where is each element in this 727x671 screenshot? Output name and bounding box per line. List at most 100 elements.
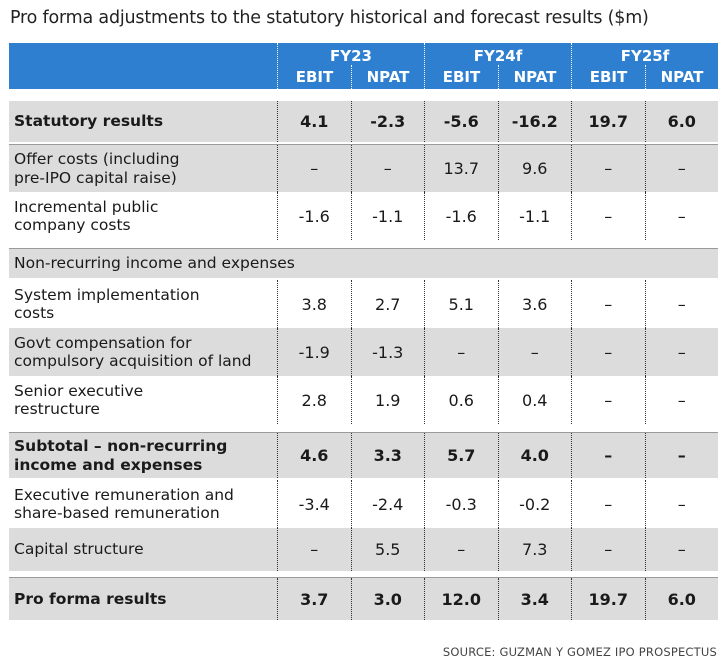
col-header: EBIT [295,68,334,86]
value-cell: -5.6 [424,101,498,142]
section-head-nonrecurring: Non-recurring income and expenses [9,248,718,280]
value-cell: 19.7 [571,101,645,142]
row-label: Statutory results [14,112,164,131]
row-label: Incremental public company costs [9,192,277,240]
row-label: Pro forma results [14,589,167,608]
value-cell: – [644,433,719,478]
source-note: SOURCE: GUZMAN Y GOMEZ IPO PROSPECTUS [442,645,717,659]
value-cell: – [571,145,645,192]
value-cell: 3.0 [350,578,425,620]
row-label-line: Senior executive [14,381,144,400]
value-cell: -1.3 [350,328,425,376]
value-cell: -1.1 [350,192,425,240]
row-label-line: Executive remuneration and [14,485,234,504]
row-label-line: Offer costs (including [14,150,180,168]
value-cell: – [644,145,719,192]
value-cell: -2.4 [350,480,425,528]
table-row-offer-costs: Offer costs (including pre-IPO capital ra… [9,144,718,192]
table-header: FY23 EBIT NPAT FY24f EBIT NPAT FY25f EBI… [9,43,718,89]
row-label: Capital structure [14,540,144,559]
row-label-line: Govt compensation for [14,333,192,352]
table-row-statutory: Statutory results 4.1 -2.3 -5.6 -16.2 19… [9,101,718,144]
value-cell: – [644,376,719,424]
header-group-fy25f: FY25f EBIT NPAT [571,43,718,89]
value-cell: 12.0 [424,578,498,620]
value-cell: -1.1 [497,192,572,240]
row-label: Subtotal – non-recurring income and expen… [9,433,277,478]
value-cell: – [571,480,645,528]
value-cell: 9.6 [497,145,572,192]
row-label-line: Subtotal – non-recurring [14,437,228,455]
col-header: NPAT [351,65,424,89]
value-cell: – [644,480,719,528]
row-label: Govt compensation for compulsory acquisit… [9,328,277,376]
value-cell: 5.1 [424,280,498,328]
header-group-fy24f: FY24f EBIT NPAT [424,43,571,89]
row-label-line: share-based remuneration [14,504,220,522]
table-row-govt: Govt compensation for compulsory acquisit… [9,328,718,376]
value-cell: 6.0 [644,101,719,142]
table-row-capital: Capital structure – 5.5 – 7.3 – – [9,528,718,571]
col-header: EBIT [589,68,628,86]
value-cell: – [571,528,645,571]
value-cell: 0.4 [497,376,572,424]
section-label: Non-recurring income and expenses [14,254,295,273]
chart-title: Pro forma adjustments to the statutory h… [10,8,649,28]
row-label-line: compulsory acquisition of land [14,352,252,370]
spacer [9,89,718,101]
value-cell: -0.3 [424,480,498,528]
value-cell: 3.4 [497,578,572,620]
value-cell: – [277,145,351,192]
row-label: Senior executive restructure [9,376,277,424]
value-cell: -0.2 [497,480,572,528]
value-cell: 0.6 [424,376,498,424]
value-cell: – [644,528,719,571]
adjustments-table: FY23 EBIT NPAT FY24f EBIT NPAT FY25f EBI… [9,43,718,620]
row-label-line: restructure [14,400,100,418]
table-row-subtotal: Subtotal – non-recurring income and expen… [9,432,718,480]
value-cell: 3.8 [277,280,351,328]
value-cell: -16.2 [497,101,572,142]
value-cell: 2.7 [350,280,425,328]
value-cell: – [497,328,572,376]
value-cell: – [571,376,645,424]
table-row-exec-rem: Executive remuneration and share-based re… [9,480,718,528]
value-cell: 19.7 [571,578,645,620]
row-label: System implementation costs [9,280,277,328]
value-cell: 4.1 [277,101,351,142]
value-cell: – [571,280,645,328]
row-label-line: pre-IPO capital raise) [14,168,177,187]
value-cell: -3.4 [277,480,351,528]
col-header: EBIT [442,68,481,86]
spacer [9,424,718,432]
value-cell: – [644,280,719,328]
value-cell: 4.6 [277,433,351,478]
group-name: FY25f [620,47,670,65]
col-header: NPAT [645,65,718,89]
row-label-line: costs [14,304,55,322]
value-cell: -1.9 [277,328,351,376]
table-row-proforma: Pro forma results 3.7 3.0 12.0 3.4 19.7 … [9,577,718,620]
value-cell: – [350,145,425,192]
value-cell: 5.5 [350,528,425,571]
header-group-fy23: FY23 EBIT NPAT [277,43,424,89]
value-cell: – [571,192,645,240]
group-name: FY23 [330,47,372,65]
group-name: FY24f [473,47,523,65]
value-cell: 3.3 [350,433,425,478]
value-cell: -1.6 [277,192,351,240]
value-cell: 3.7 [277,578,351,620]
table-row-system: System implementation costs 3.8 2.7 5.1 3… [9,280,718,328]
table-row-senior: Senior executive restructure 2.8 1.9 0.6 … [9,376,718,424]
header-label-cell [9,43,277,89]
value-cell: – [644,192,719,240]
value-cell: 6.0 [644,578,719,620]
row-label: Executive remuneration and share-based re… [9,480,277,528]
row-label: Offer costs (including pre-IPO capital ra… [9,145,277,192]
value-cell: 4.0 [497,433,572,478]
value-cell: 2.8 [277,376,351,424]
value-cell: – [644,328,719,376]
value-cell: – [277,528,351,571]
value-cell: – [424,328,498,376]
value-cell: – [571,328,645,376]
